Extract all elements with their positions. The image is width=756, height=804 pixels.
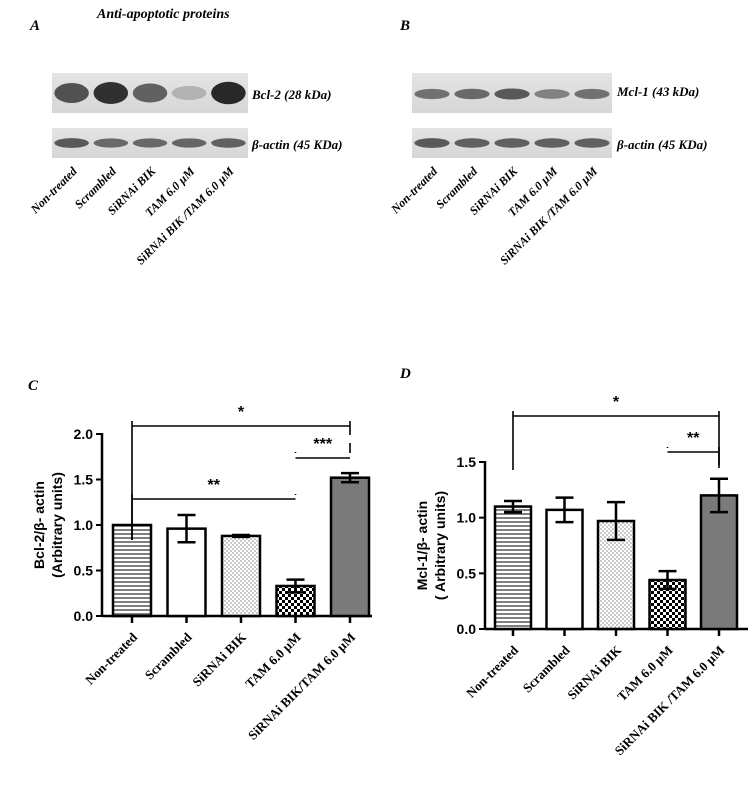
blot-a-actin-bands	[54, 138, 246, 148]
actin-b-band	[494, 138, 530, 148]
panel-b-letter: B	[399, 18, 410, 34]
y-tick-label: 0.0	[74, 608, 94, 624]
mcl1-band	[454, 88, 490, 100]
significance-label: *	[238, 404, 245, 421]
actin-a-band	[132, 138, 168, 148]
blot-b-mcl1-label: Mcl-1 (43 kDa)	[616, 84, 699, 99]
bcl2-band	[93, 82, 129, 104]
blot-a-bcl2-bands	[54, 81, 246, 105]
panel-a-title: Anti-apoptotic proteins	[96, 7, 230, 22]
y-tick-label: 1.5	[457, 454, 477, 470]
y-axis-label: Bcl-2/β- actin	[31, 481, 47, 569]
panel-a-letter: A	[29, 18, 40, 34]
panel-d-letter: D	[399, 366, 411, 382]
y-tick-label: 1.5	[74, 472, 94, 488]
panel-b: B Mcl-1 (43 kDa) β-actin (45 KDa) Non-tr…	[388, 18, 708, 267]
bar	[545, 508, 584, 631]
panel-c: C 0.0 0.5 1.0 1.5 2.0 Bcl-2/β- actin (Arbitrar…	[28, 378, 372, 743]
actin-b-band	[454, 138, 490, 148]
bcl2-band	[132, 83, 168, 103]
significance-label: ***	[313, 436, 332, 453]
panel-d: D 0.0 0.5 1.0 1.5 Mcl-1/β- actin( Arbitrary …	[399, 366, 748, 758]
mcl1-band	[414, 88, 450, 100]
bar	[493, 505, 533, 631]
panel-c-letter: C	[28, 378, 39, 394]
chart-c: 0.0 0.5 1.0 1.5 2.0 Bcl-2/β- actin (Arbitrary …	[31, 404, 372, 743]
actin-b-band	[574, 138, 610, 148]
actin-a-band	[171, 138, 207, 148]
blot-a-bcl2-label: Bcl-2 (28 kDa)	[251, 87, 331, 102]
significance-label: **	[687, 430, 700, 447]
mcl1-band	[534, 89, 570, 99]
y-axis-label-units: ( Arbitrary units)	[432, 491, 448, 600]
blot-b-mcl1-bands	[414, 88, 610, 100]
lane-label: Non-treated	[388, 164, 441, 217]
blot-b-actin-bands	[414, 138, 610, 148]
bar	[220, 534, 262, 618]
y-tick-label: 2.0	[74, 426, 94, 442]
lane-label: Non-treated	[27, 164, 80, 217]
category-label: Scrambled	[142, 629, 196, 683]
chart-d: 0.0 0.5 1.0 1.5 Mcl-1/β- actin( Arbitrary un…	[414, 394, 748, 758]
mcl1-band	[494, 88, 530, 100]
y-tick-label: 0.5	[74, 563, 94, 579]
blot-b-actin-label: β-actin (45 KDa)	[616, 137, 707, 152]
bar	[699, 494, 739, 631]
y-axis-label-units: (Arbitrary units)	[49, 472, 65, 578]
actin-b-band	[534, 138, 570, 148]
bcl2-band	[54, 83, 89, 103]
significance-label: *	[613, 394, 620, 411]
y-axis-label: Mcl-1/β- actin	[414, 501, 430, 590]
actin-b-band	[414, 138, 450, 148]
category-label: SiRNAi BIK/TAM 6.0 µM	[245, 630, 358, 743]
bar	[329, 476, 371, 618]
y-tick-label: 0.0	[457, 621, 477, 637]
blot-a-actin-label: β-actin (45 KDa)	[251, 137, 342, 152]
actin-a-band	[211, 138, 246, 148]
category-label: Non-treated	[82, 629, 140, 687]
significance-label: **	[208, 477, 221, 494]
bcl2-band	[211, 81, 246, 105]
category-label: Non-treated	[463, 642, 521, 700]
mcl1-band	[574, 88, 610, 100]
actin-a-band	[54, 138, 89, 148]
y-tick-label: 1.0	[74, 517, 94, 533]
actin-a-band	[93, 138, 129, 148]
panel-a: A Anti-apoptotic proteins Bcl-2 (28 kDa)…	[27, 7, 342, 267]
category-label: Scrambled	[520, 642, 574, 696]
category-label: SiRNAi BIK /TAM 6.0 µM	[612, 643, 728, 759]
bcl2-band	[171, 85, 207, 101]
category-label: SiRNAi BIK	[189, 629, 250, 690]
y-tick-label: 0.5	[457, 565, 477, 581]
y-tick-label: 1.0	[457, 510, 477, 526]
